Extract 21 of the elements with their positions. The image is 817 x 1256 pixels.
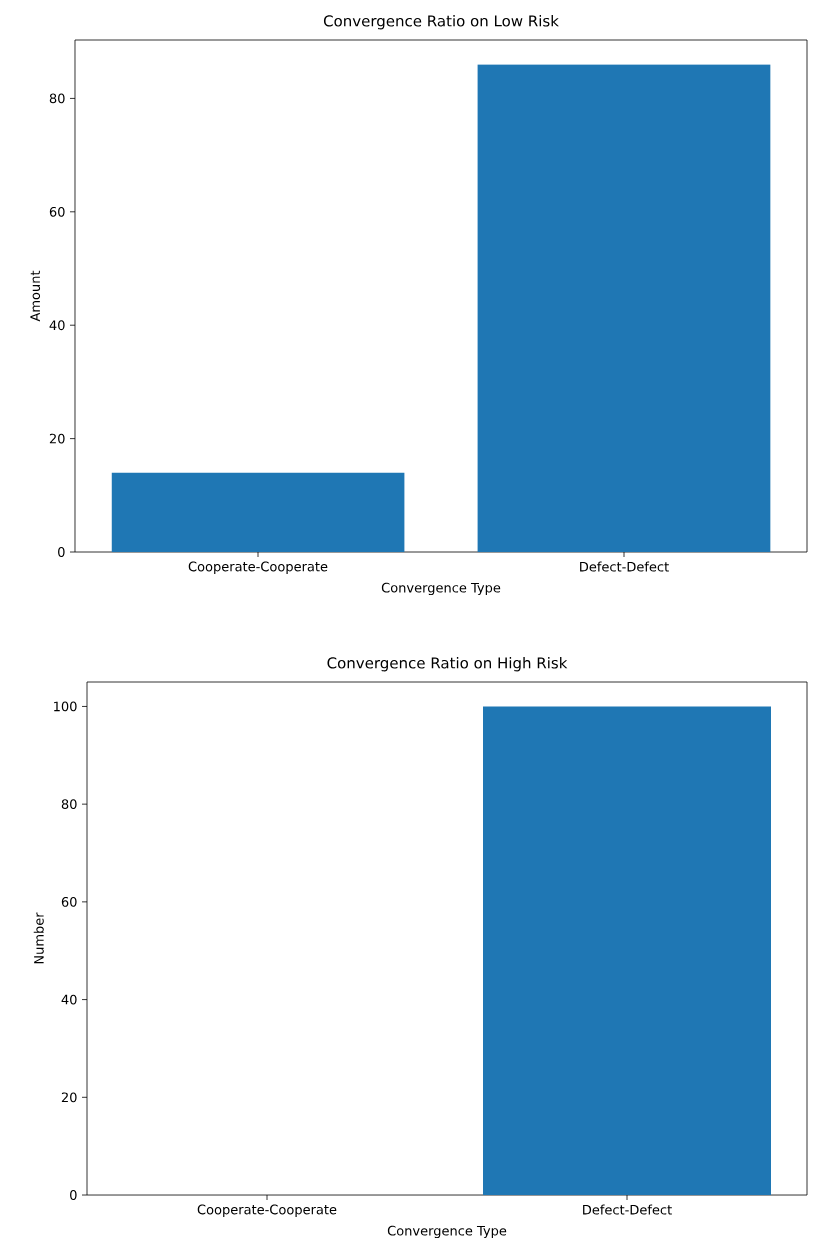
x-tick-label: Defect-Defect [580, 561, 669, 572]
y-tick-label: 100 [54, 701, 77, 712]
y-tick-label: 40 [61, 994, 77, 1005]
y-tick-label: 0 [58, 547, 65, 557]
chart-title: Convergence Ratio on Low Risk [323, 14, 559, 30]
y-tick-label: 60 [49, 206, 65, 217]
x-tick-label: Cooperate-Cooperate [188, 561, 328, 574]
y-tick-label: 40 [49, 320, 65, 331]
y-tick-label: 20 [61, 1092, 77, 1103]
y-tick-label: 80 [61, 799, 77, 810]
chart-title: Convergence Ratio on High Risk [327, 656, 568, 672]
y-tick-label: 80 [49, 93, 65, 104]
y-axis-title: Number [33, 912, 44, 964]
x-axis-title: Convergence Type [381, 582, 501, 596]
y-tick-label: 60 [61, 896, 77, 907]
y-tick-label: 20 [49, 433, 65, 444]
x-tick-label: Cooperate-Cooperate [197, 1204, 337, 1217]
y-axis-title: Amount [30, 270, 41, 322]
x-tick-label: Defect-Defect [583, 1204, 672, 1215]
x-axis-title: Convergence Type [387, 1225, 507, 1239]
y-tick-label: 0 [70, 1190, 77, 1200]
